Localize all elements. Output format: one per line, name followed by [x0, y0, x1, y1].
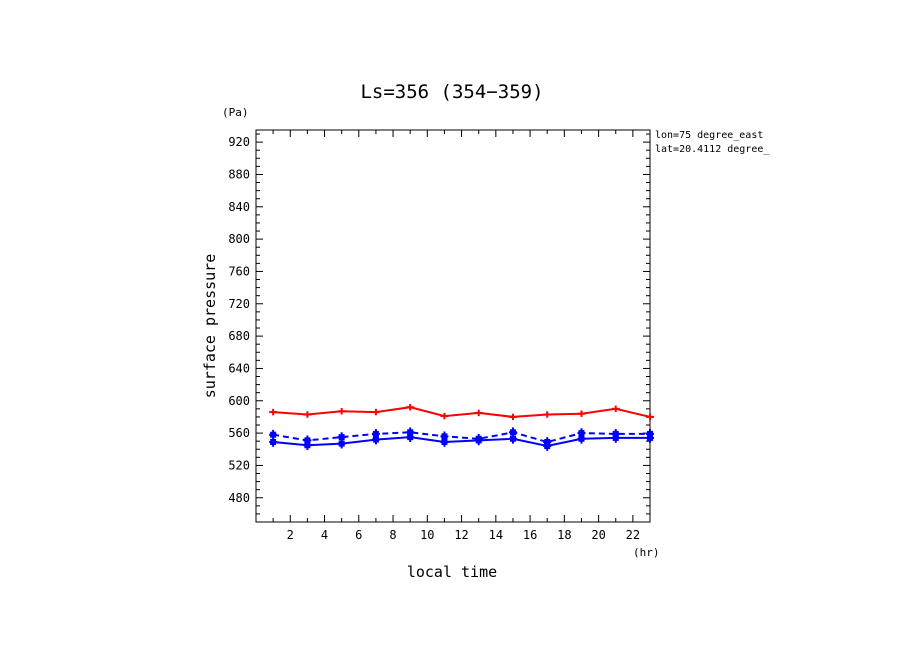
- data-point: [338, 440, 345, 447]
- x-axis-label: local time: [407, 563, 497, 581]
- x-tick-label: 18: [557, 528, 571, 542]
- data-point: [578, 430, 585, 437]
- y-unit-label: (Pa): [222, 106, 249, 119]
- data-point: [338, 434, 345, 441]
- data-point: [372, 436, 379, 443]
- data-point: [441, 438, 448, 445]
- series-group: [269, 403, 654, 451]
- data-point: [304, 442, 311, 449]
- data-point: [475, 437, 482, 444]
- data-point: [578, 435, 585, 442]
- x-tick-label: 2: [287, 528, 294, 542]
- series-line: [272, 431, 650, 444]
- y-tick-label: 680: [228, 329, 250, 343]
- y-tick-label: 600: [228, 394, 250, 408]
- x-tick-label: 16: [523, 528, 537, 542]
- x-tick-label: 6: [355, 528, 362, 542]
- series-1: [269, 403, 654, 421]
- x-unit-label: (hr): [633, 546, 660, 559]
- plot-frame: [255, 129, 651, 523]
- x-tick-label: 22: [626, 528, 640, 542]
- data-point: [270, 438, 277, 445]
- axis-ticks: 2 4 6 8 10 12 14 16 18 20 22 480 520 560 600 640 680 720 7…: [228, 130, 650, 542]
- y-tick-label: 560: [228, 426, 250, 440]
- data-point: [509, 429, 516, 436]
- y-tick-label: 880: [228, 167, 250, 181]
- y-tick-label: 800: [228, 232, 250, 246]
- y-tick-label: 720: [228, 297, 250, 311]
- y-tick-label: 760: [228, 264, 250, 278]
- x-tick-label: 10: [420, 528, 434, 542]
- data-point: [612, 434, 619, 441]
- data-point: [647, 434, 653, 441]
- x-tick-label: 12: [454, 528, 468, 542]
- info-line-lat: lat=20.4112 degree_: [655, 144, 770, 155]
- data-point: [441, 433, 448, 440]
- chart-title: Ls=356 (354−359): [360, 81, 543, 103]
- x-tick-label: 14: [489, 528, 503, 542]
- y-tick-label: 480: [228, 491, 250, 505]
- y-tick-label: 920: [228, 135, 250, 149]
- series-3: [269, 432, 654, 451]
- x-tick-label: 4: [321, 528, 328, 542]
- series-line: [273, 436, 650, 448]
- data-point: [509, 435, 516, 442]
- series-line: [273, 406, 651, 418]
- y-tick-label: 520: [228, 458, 250, 472]
- x-tick-label: 20: [591, 528, 605, 542]
- y-tick-label: 640: [228, 361, 250, 375]
- y-axis-label: surface pressure: [201, 254, 219, 399]
- data-point: [270, 431, 277, 438]
- data-point: [544, 443, 551, 450]
- data-point: [372, 430, 379, 437]
- data-point: [407, 434, 414, 441]
- info-line-lon: lon=75 degree_east: [655, 130, 763, 141]
- y-tick-label: 840: [228, 200, 250, 214]
- x-tick-label: 8: [389, 528, 396, 542]
